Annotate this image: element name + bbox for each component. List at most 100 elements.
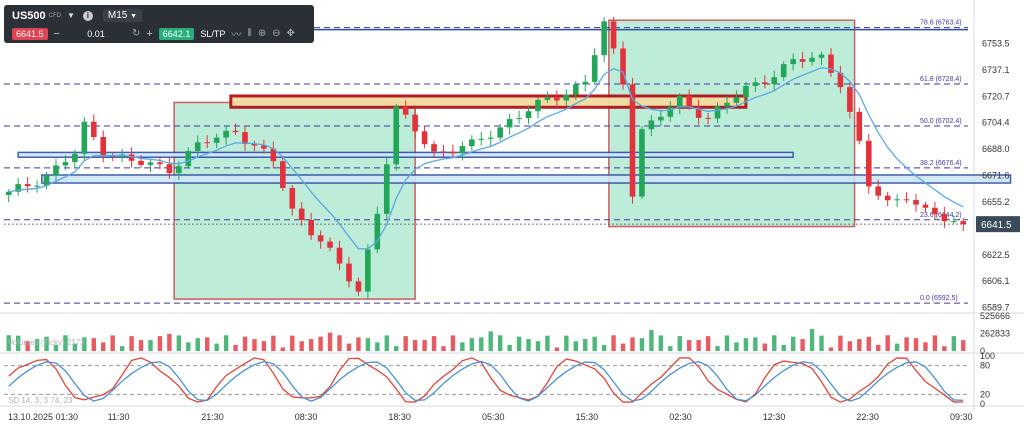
candle-body bbox=[601, 21, 607, 56]
price-tick-1: 6737.1 bbox=[982, 65, 1010, 75]
candle-body bbox=[251, 144, 258, 146]
crosshair-icon[interactable]: ✥ bbox=[286, 28, 295, 39]
candle-body bbox=[242, 132, 248, 145]
volume-bar bbox=[753, 337, 758, 351]
oscillator-title: SD 14, 3, 3 74, 23 bbox=[8, 396, 73, 405]
volume-bar bbox=[790, 336, 796, 351]
time-tick-8: 12:30 bbox=[763, 412, 786, 422]
oscillator-line bbox=[8, 357, 964, 403]
candle-body bbox=[15, 184, 21, 192]
candle-body bbox=[5, 191, 12, 195]
candle-body bbox=[535, 99, 541, 112]
oscillator-tick-1: 80 bbox=[980, 361, 990, 371]
info-icon[interactable]: i bbox=[82, 10, 93, 21]
sltp-button[interactable]: SL/TP bbox=[200, 28, 226, 39]
volume-bar bbox=[195, 338, 200, 351]
fib-label-0: 78.6 (6763.4) bbox=[920, 20, 962, 27]
volume-bar bbox=[129, 336, 134, 351]
volume-bar bbox=[44, 336, 49, 351]
time-tick-5: 05:30 bbox=[482, 412, 505, 422]
volume-bar bbox=[809, 328, 815, 351]
volume-bar bbox=[942, 346, 947, 351]
chevron-down-icon: ▼ bbox=[130, 13, 138, 20]
candle-body bbox=[223, 130, 229, 138]
decrease-quantity-button[interactable]: − bbox=[53, 27, 60, 40]
fib-label-3: 38.2 (6676.4) bbox=[920, 160, 962, 167]
candle-body bbox=[176, 166, 182, 174]
candle-body bbox=[960, 221, 967, 225]
candle-body bbox=[336, 247, 343, 264]
chart-type-icon[interactable]: 〰 bbox=[231, 30, 242, 41]
volume-bar bbox=[913, 338, 919, 351]
volume-bar bbox=[876, 344, 881, 351]
volume-bar bbox=[583, 339, 588, 351]
time-tick-0: 13.10.2025 01:30 bbox=[8, 412, 78, 422]
candle-body bbox=[270, 148, 277, 162]
candle-body bbox=[544, 97, 551, 100]
candle-body bbox=[487, 137, 494, 139]
candle-body bbox=[563, 94, 570, 101]
candle-body bbox=[374, 213, 381, 250]
candle-body bbox=[695, 106, 702, 118]
price-tick-5: 6671.6 bbox=[982, 171, 1010, 181]
volume-bar bbox=[734, 342, 739, 351]
volume-bar bbox=[176, 335, 182, 351]
refresh-icon[interactable]: ↻ bbox=[131, 28, 141, 39]
volume-bar bbox=[686, 340, 692, 351]
price-tick-6: 6655.2 bbox=[982, 197, 1010, 207]
symbol-label[interactable]: US500 bbox=[12, 9, 46, 22]
quantity-input[interactable]: 0.01 bbox=[87, 28, 105, 39]
moving-average-line bbox=[8, 67, 964, 250]
volume-bar bbox=[639, 338, 645, 351]
candle-body bbox=[62, 162, 69, 166]
candle-body bbox=[724, 102, 730, 107]
candle-body bbox=[554, 97, 560, 101]
zoom-out-icon[interactable]: ⊖ bbox=[272, 28, 281, 39]
candle-body bbox=[903, 199, 910, 201]
candle-body bbox=[90, 121, 97, 137]
price-tick-4: 6688.0 bbox=[982, 144, 1010, 154]
zone-blue_band-3 bbox=[17, 151, 794, 158]
indicators-icon[interactable]: ⦀ bbox=[247, 28, 252, 39]
volume-bar bbox=[223, 335, 229, 351]
volume-bar bbox=[696, 340, 701, 351]
zoom-in-icon[interactable]: ⊕ bbox=[257, 28, 267, 39]
candle-body bbox=[43, 175, 50, 186]
candle-body bbox=[421, 131, 428, 145]
volume-bar bbox=[299, 341, 304, 351]
volume-bar bbox=[375, 342, 380, 351]
chevron-down-icon[interactable]: ▼ bbox=[66, 11, 75, 20]
time-tick-1: 11:30 bbox=[108, 412, 130, 422]
volume-bar bbox=[34, 339, 40, 351]
timeframe-select[interactable]: M15 ▼ bbox=[102, 9, 143, 22]
volume-bar bbox=[668, 346, 673, 351]
volume-bar bbox=[271, 335, 276, 351]
candle-body bbox=[431, 144, 437, 152]
candle-body bbox=[639, 129, 645, 197]
zone-blue_band-4 bbox=[41, 174, 1012, 184]
buy-price-button[interactable]: 6642.1 bbox=[158, 27, 195, 40]
sell-price-button[interactable]: 6641.5 bbox=[12, 27, 48, 40]
volume-bar bbox=[526, 339, 531, 351]
volume-bar bbox=[53, 344, 59, 351]
candle-body bbox=[762, 82, 768, 85]
price-tick-8: 6622.5 bbox=[982, 250, 1010, 260]
candle-body bbox=[72, 153, 78, 163]
volume-bar bbox=[885, 335, 890, 351]
volume-bar bbox=[431, 336, 437, 351]
volume-bar bbox=[204, 337, 210, 351]
candle-body bbox=[875, 186, 882, 196]
volume-bar bbox=[677, 336, 682, 351]
volume-bar bbox=[545, 335, 550, 351]
time-tick-4: 18:30 bbox=[388, 412, 411, 422]
volume-bar bbox=[327, 332, 333, 351]
price-tick-0: 6753.5 bbox=[982, 39, 1010, 49]
volume-bar bbox=[252, 339, 257, 351]
volume-bar bbox=[214, 343, 219, 351]
candle-body bbox=[53, 165, 59, 176]
candle-body bbox=[157, 162, 163, 165]
volume-bar bbox=[743, 338, 749, 351]
volume-bar bbox=[516, 336, 522, 351]
increase-quantity-button[interactable]: + bbox=[146, 27, 153, 40]
